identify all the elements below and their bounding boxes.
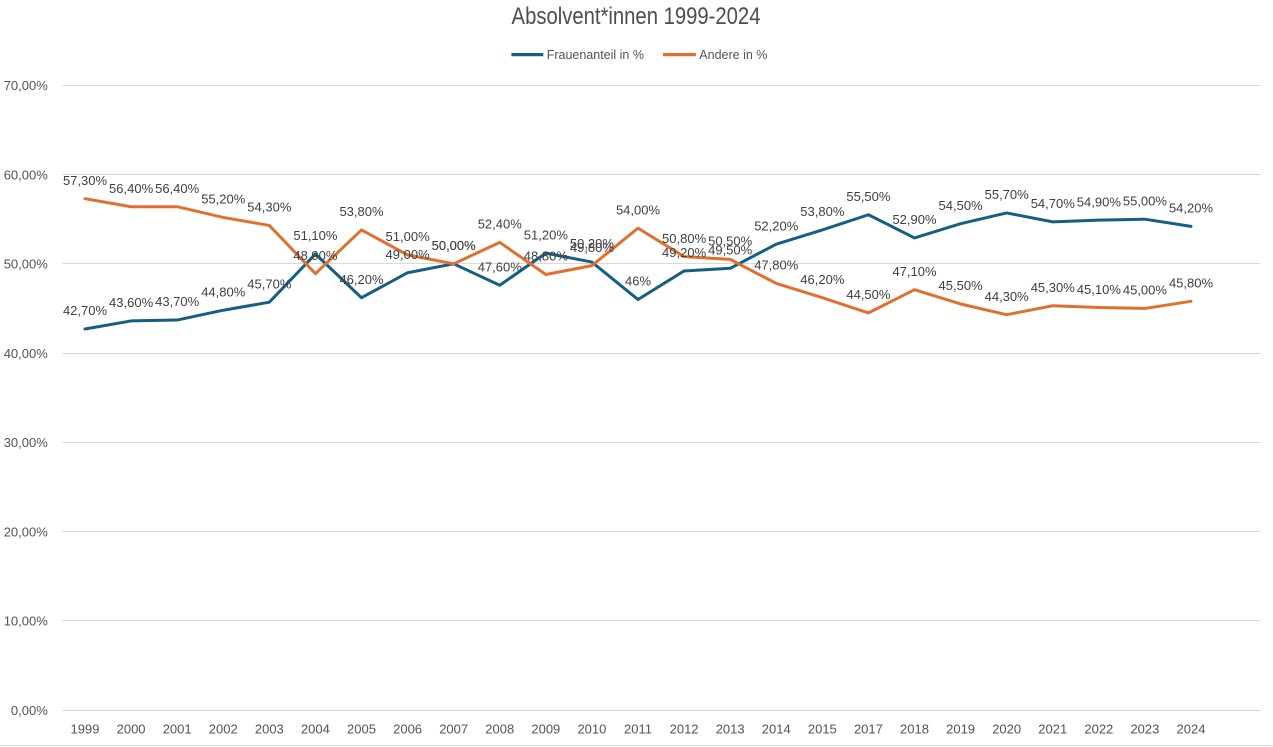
svg-text:0,00%: 0,00%	[11, 703, 48, 718]
svg-text:53,80%: 53,80%	[339, 204, 384, 219]
svg-text:43,70%: 43,70%	[155, 294, 200, 309]
svg-text:2009: 2009	[531, 721, 560, 736]
svg-text:49,20%: 49,20%	[662, 245, 707, 260]
svg-text:51,20%: 51,20%	[524, 227, 569, 242]
svg-text:52,20%: 52,20%	[754, 218, 799, 233]
svg-text:2002: 2002	[209, 721, 238, 736]
svg-text:2012: 2012	[670, 721, 699, 736]
svg-text:10,00%: 10,00%	[4, 614, 49, 629]
svg-text:30,00%: 30,00%	[4, 435, 49, 450]
svg-text:2011: 2011	[624, 721, 652, 736]
svg-text:42,70%: 42,70%	[63, 303, 108, 318]
svg-text:44,30%: 44,30%	[985, 289, 1030, 304]
svg-text:2008: 2008	[485, 721, 514, 736]
svg-text:45,00%: 45,00%	[1123, 283, 1168, 298]
svg-text:55,20%: 55,20%	[201, 192, 246, 207]
svg-text:2015: 2015	[808, 721, 837, 736]
svg-text:51,00%: 51,00%	[386, 229, 431, 244]
svg-text:51,10%: 51,10%	[293, 228, 338, 243]
svg-text:50,50%: 50,50%	[708, 234, 753, 249]
svg-text:52,40%: 52,40%	[478, 217, 523, 232]
svg-text:2019: 2019	[946, 721, 975, 736]
svg-text:50,00%: 50,00%	[432, 238, 477, 253]
svg-text:2018: 2018	[900, 721, 929, 736]
svg-text:45,80%: 45,80%	[1169, 276, 1214, 291]
svg-text:Andere in %: Andere in %	[699, 48, 767, 62]
svg-text:2007: 2007	[439, 721, 468, 736]
svg-text:45,30%: 45,30%	[1031, 280, 1076, 295]
svg-text:2022: 2022	[1084, 721, 1113, 736]
svg-text:2020: 2020	[992, 721, 1021, 736]
svg-text:50,00%: 50,00%	[4, 257, 49, 272]
svg-text:45,50%: 45,50%	[939, 278, 984, 293]
svg-text:52,90%: 52,90%	[892, 212, 937, 227]
svg-text:54,90%: 54,90%	[1077, 194, 1122, 209]
svg-text:47,10%: 47,10%	[892, 264, 937, 279]
svg-text:47,80%: 47,80%	[754, 258, 799, 273]
svg-text:2017: 2017	[854, 721, 883, 736]
svg-text:40,00%: 40,00%	[4, 346, 49, 361]
svg-text:54,30%: 54,30%	[247, 200, 292, 215]
svg-text:49,80%: 49,80%	[570, 240, 615, 255]
svg-text:46,20%: 46,20%	[339, 272, 384, 287]
svg-text:56,40%: 56,40%	[109, 181, 154, 196]
svg-text:54,20%: 54,20%	[1169, 201, 1214, 216]
svg-text:47,60%: 47,60%	[478, 259, 523, 274]
svg-text:45,70%: 45,70%	[247, 276, 292, 291]
svg-text:60,00%: 60,00%	[4, 167, 49, 182]
svg-text:2000: 2000	[117, 721, 146, 736]
svg-text:44,50%: 44,50%	[846, 287, 891, 302]
svg-text:54,50%: 54,50%	[939, 198, 984, 213]
svg-text:2004: 2004	[301, 721, 330, 736]
svg-text:2010: 2010	[577, 721, 606, 736]
svg-text:56,40%: 56,40%	[155, 181, 200, 196]
svg-text:Frauenanteil in %: Frauenanteil in %	[547, 48, 644, 62]
svg-text:2013: 2013	[716, 721, 745, 736]
svg-text:55,50%: 55,50%	[846, 189, 891, 204]
svg-text:55,70%: 55,70%	[985, 187, 1030, 202]
svg-text:2003: 2003	[255, 721, 284, 736]
svg-text:70,00%: 70,00%	[4, 78, 49, 93]
svg-text:50,00%: 50,00%	[432, 238, 477, 253]
svg-text:2006: 2006	[393, 721, 422, 736]
svg-text:48,80%: 48,80%	[524, 249, 569, 264]
svg-text:49,50%: 49,50%	[708, 242, 753, 257]
svg-text:54,00%: 54,00%	[616, 202, 661, 217]
svg-text:44,80%: 44,80%	[201, 284, 246, 299]
svg-text:50,20%: 50,20%	[570, 236, 615, 251]
svg-text:57,30%: 57,30%	[63, 173, 108, 188]
svg-text:48,90%: 48,90%	[293, 248, 338, 263]
svg-text:2001: 2001	[163, 721, 192, 736]
svg-text:2014: 2014	[762, 721, 791, 736]
svg-text:2023: 2023	[1130, 721, 1159, 736]
svg-text:54,70%: 54,70%	[1031, 196, 1076, 211]
svg-text:55,00%: 55,00%	[1123, 193, 1168, 208]
svg-text:43,60%: 43,60%	[109, 295, 154, 310]
svg-text:Absolvent*innen 1999-2024: Absolvent*innen 1999-2024	[512, 2, 761, 29]
svg-text:20,00%: 20,00%	[4, 524, 49, 539]
svg-text:46,20%: 46,20%	[800, 272, 845, 287]
svg-text:45,10%: 45,10%	[1077, 282, 1122, 297]
svg-text:2021: 2021	[1038, 721, 1067, 736]
svg-text:53,80%: 53,80%	[800, 204, 845, 219]
svg-text:46%: 46%	[625, 274, 651, 289]
svg-text:1999: 1999	[71, 721, 100, 736]
svg-text:2024: 2024	[1177, 721, 1206, 736]
svg-text:2005: 2005	[347, 721, 376, 736]
svg-text:49,00%: 49,00%	[386, 247, 431, 262]
svg-text:50,80%: 50,80%	[662, 231, 707, 246]
